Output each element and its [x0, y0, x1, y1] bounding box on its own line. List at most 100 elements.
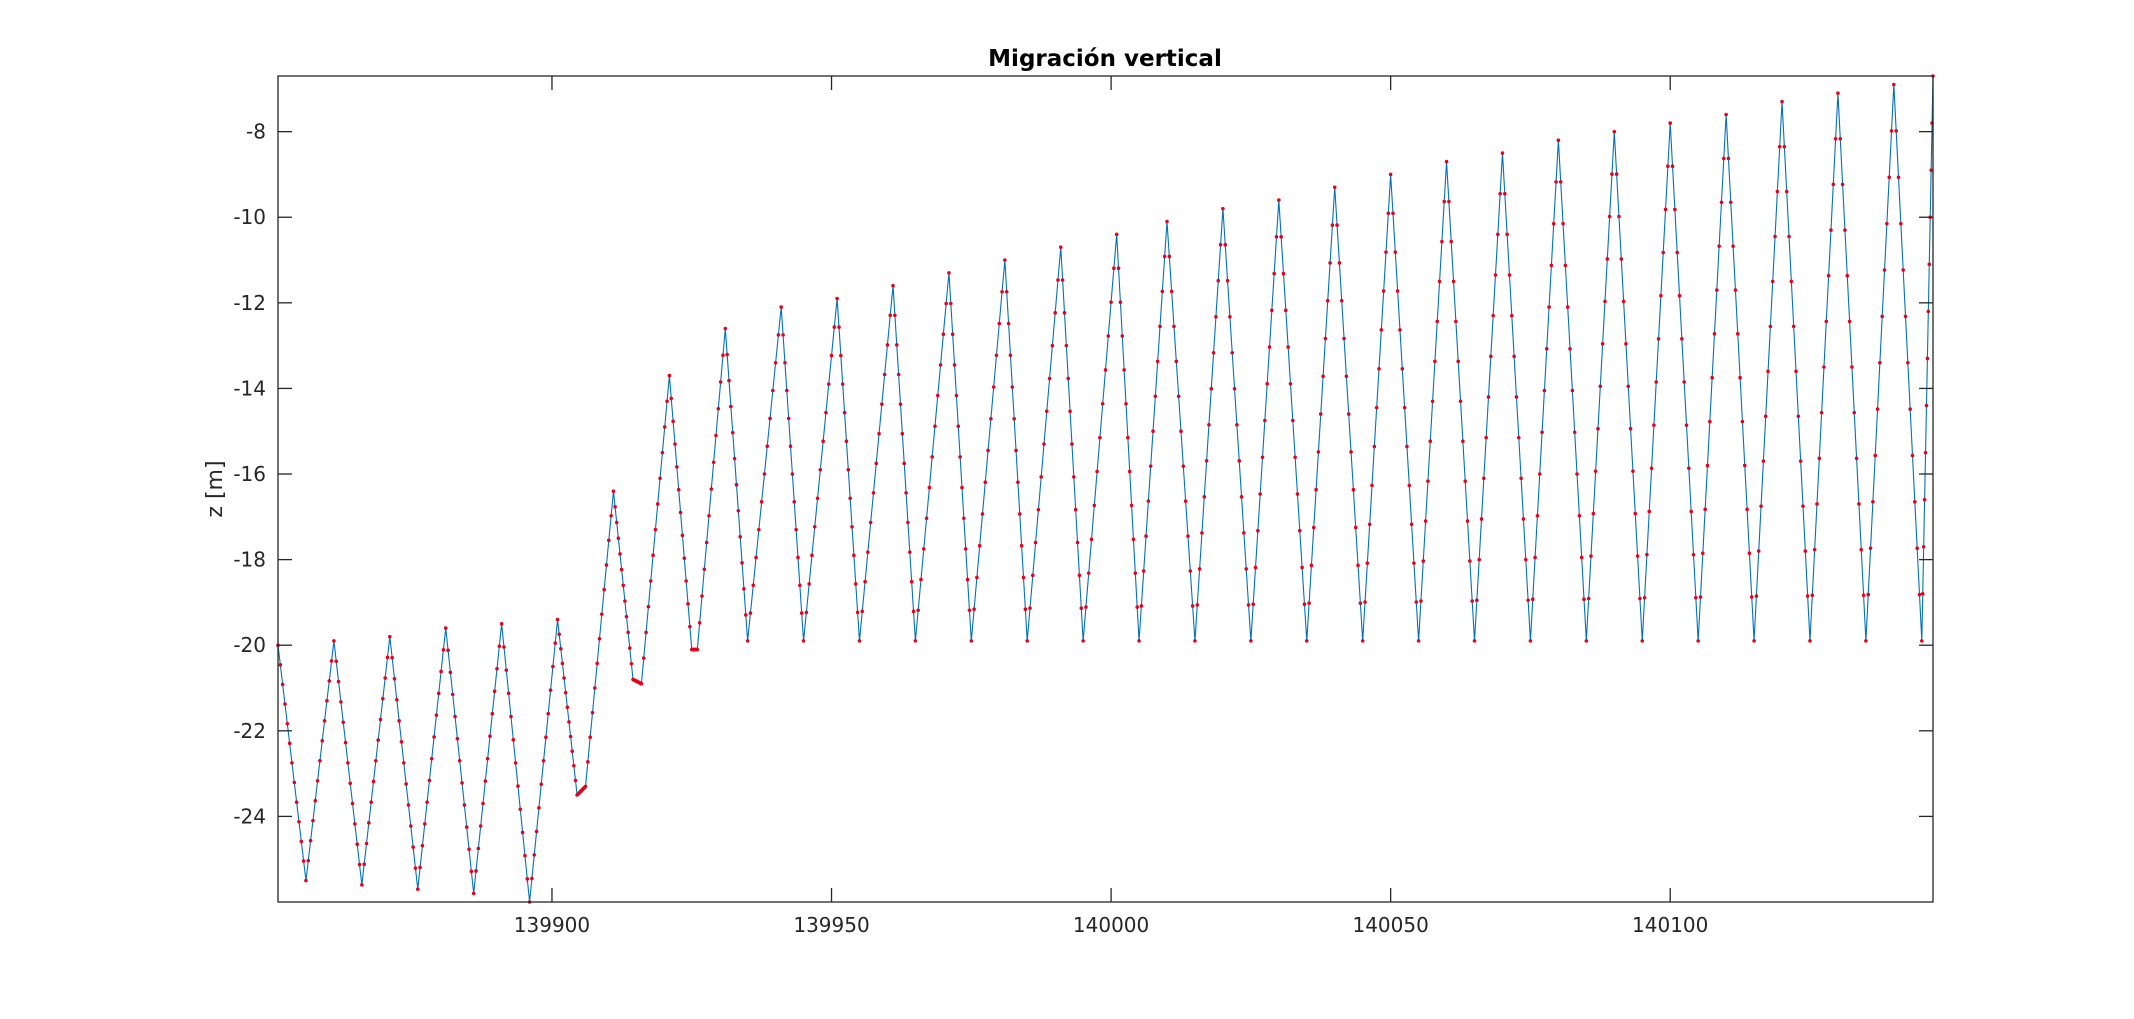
data-point [1633, 511, 1638, 516]
data-point [1200, 531, 1204, 535]
data-point [1356, 563, 1360, 568]
data-point [1866, 592, 1871, 597]
data-point [1112, 266, 1116, 271]
data-point [653, 527, 658, 532]
data-point [965, 577, 970, 582]
data-point [1014, 448, 1018, 453]
data-point [1887, 175, 1891, 180]
data-point [1031, 573, 1035, 578]
data-point [1265, 381, 1269, 386]
data-point [1044, 409, 1049, 414]
data-point [1172, 324, 1176, 329]
data-point [1181, 464, 1186, 468]
data-point [716, 406, 721, 411]
data-point [1214, 314, 1218, 319]
data-point [1188, 569, 1193, 573]
data-point [1363, 600, 1367, 604]
data-point [611, 489, 616, 493]
data-point [1377, 367, 1381, 371]
data-point [1745, 507, 1749, 512]
data-point [559, 646, 563, 651]
data-point [616, 536, 621, 541]
data-point [768, 416, 772, 421]
y-tick-label: -8 [246, 120, 266, 144]
data-point [297, 819, 301, 824]
data-point [530, 876, 534, 881]
data-point [381, 696, 385, 701]
data-point [1416, 639, 1421, 643]
data-point [1028, 606, 1032, 610]
data-point [1896, 175, 1901, 180]
data-point [1684, 423, 1689, 427]
data-point [476, 846, 481, 851]
data-point [1126, 435, 1130, 440]
data-point [1218, 242, 1223, 247]
data-point [1908, 407, 1912, 411]
data-point [613, 505, 617, 509]
data-point [432, 735, 436, 739]
data-point [283, 702, 287, 706]
data-point [418, 865, 422, 870]
data-point [1379, 328, 1384, 332]
data-point [888, 313, 893, 318]
data-point [665, 399, 669, 404]
data-point [411, 845, 415, 849]
data-point [1579, 555, 1584, 560]
data-point [624, 614, 629, 619]
data-point [748, 611, 753, 615]
data-point [336, 679, 341, 684]
data-point [1654, 380, 1659, 384]
data-point [646, 604, 651, 609]
data-point [332, 639, 336, 643]
data-point [1903, 314, 1908, 319]
data-point [947, 271, 951, 275]
data-point [474, 869, 478, 873]
data-point [975, 575, 979, 580]
data-point [902, 461, 907, 466]
data-point [626, 630, 630, 635]
data-point [1493, 273, 1498, 277]
data-point [492, 689, 497, 694]
data-point [1288, 381, 1293, 386]
data-point [1770, 279, 1775, 284]
x-tick-label: 140000 [1073, 913, 1149, 937]
data-point [1349, 450, 1353, 454]
data-point [1367, 522, 1372, 527]
data-point [954, 393, 959, 398]
data-point [1880, 314, 1885, 319]
data-point [1274, 235, 1279, 239]
data-point [1489, 354, 1493, 359]
data-point [1291, 418, 1295, 423]
data-point [1784, 189, 1789, 194]
data-point [1642, 595, 1647, 600]
data-point [1092, 503, 1097, 508]
data-point [1337, 261, 1342, 265]
data-point [857, 639, 862, 643]
data-point [1505, 232, 1509, 237]
data-point [1710, 375, 1714, 380]
data-point [1012, 416, 1016, 421]
data-point [1135, 605, 1139, 609]
data-point [832, 325, 837, 329]
data-point [950, 332, 955, 337]
data-point [1209, 386, 1214, 391]
data-point [989, 416, 993, 421]
data-point [821, 439, 825, 444]
data-point [1892, 82, 1896, 87]
data-point [1137, 639, 1141, 643]
data-point [1084, 605, 1088, 609]
data-point [1017, 512, 1022, 516]
data-point [972, 607, 976, 611]
data-point [688, 624, 692, 629]
data-point [287, 741, 292, 746]
data-point [1628, 426, 1633, 431]
data-point [1019, 543, 1024, 548]
data-point [1593, 469, 1598, 473]
data-point [619, 567, 624, 572]
data-point [1666, 164, 1670, 169]
data-point [1070, 442, 1074, 446]
data-point [450, 692, 455, 697]
data-point [315, 778, 320, 783]
data-point [1864, 639, 1868, 643]
data-point [1342, 336, 1346, 341]
